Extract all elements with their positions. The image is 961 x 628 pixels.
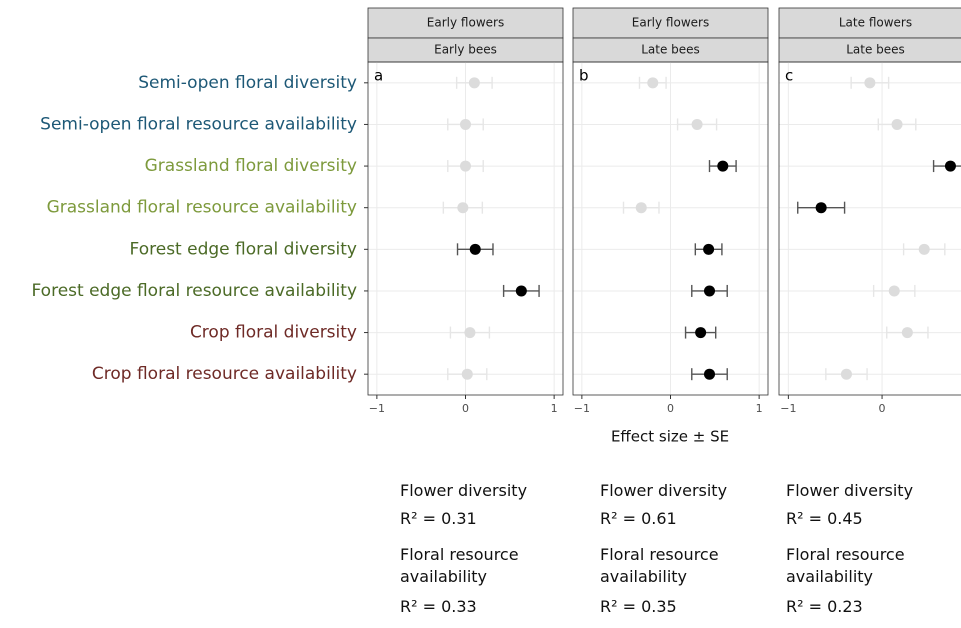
point (460, 160, 471, 172)
strip (572, 37, 769, 63)
x-tick-label: −1 (574, 402, 590, 415)
point (864, 77, 876, 89)
annotation-text: R² = 0.31 (400, 509, 477, 528)
point (891, 118, 903, 130)
x-tick-label: 0 (879, 402, 886, 415)
panel-border (778, 61, 961, 396)
x-tick-label: −1 (780, 402, 796, 415)
point (691, 118, 703, 130)
annotation-text: Floral resource availability (400, 545, 519, 586)
x-tick-label: 0 (667, 402, 674, 415)
point (515, 285, 527, 297)
category-label: Crop floral resource availability (92, 364, 357, 384)
annotation: Flower diversity R² = 0.31 Floral resource… (400, 480, 540, 618)
point (901, 327, 913, 339)
x-tick-label: 1 (551, 402, 558, 415)
point (703, 243, 715, 255)
strip-label: Late flowers (839, 16, 912, 30)
annotation-text: R² = 0.33 (400, 597, 477, 616)
annotation-text: Floral resource availability (600, 545, 719, 586)
category-label: Grassland floral diversity (145, 156, 357, 176)
strip (572, 7, 769, 39)
annotation: Flower diversity R² = 0.45 Floral resource… (786, 480, 926, 618)
point (469, 243, 481, 255)
strip-label: Late bees (641, 43, 700, 57)
category-label: Forest edge floral resource availability (32, 281, 358, 301)
strip-label: Late bees (846, 43, 905, 57)
annotation-text: Flower diversity (400, 481, 528, 500)
annotation-text: Flower diversity (600, 481, 728, 500)
point (888, 285, 900, 297)
point (918, 243, 930, 255)
x-tick-label: 0 (462, 402, 469, 415)
annotation-text: Flower diversity (786, 481, 914, 500)
point (468, 77, 480, 89)
annotation-text: R² = 0.45 (786, 509, 863, 528)
category-label: Crop floral diversity (190, 323, 357, 343)
category-label: Semi-open floral diversity (138, 73, 357, 93)
panel-tag: c (785, 67, 793, 85)
panel-border (367, 61, 564, 396)
category-label: Semi-open floral resource availability (40, 114, 357, 134)
strip-label: Early bees (434, 43, 497, 57)
point (635, 202, 647, 214)
point (457, 202, 469, 214)
point (695, 327, 707, 339)
panel-border (572, 61, 769, 396)
strip-label: Early flowers (427, 16, 504, 30)
point (944, 160, 956, 172)
x-tick-label: −1 (369, 402, 385, 415)
annotation-text: R² = 0.61 (600, 509, 677, 528)
point (464, 327, 476, 339)
panel-tag: b (579, 67, 589, 85)
point (717, 160, 729, 172)
point (815, 202, 827, 214)
strip-label: Early flowers (632, 16, 709, 30)
strip (778, 37, 961, 63)
x-tick-label: 1 (756, 402, 763, 415)
panel-tag: a (374, 67, 383, 85)
annotation-text: R² = 0.23 (786, 597, 863, 616)
category-label: Forest edge floral diversity (130, 239, 357, 259)
point (647, 77, 659, 89)
x-axis-title: Effect size ± SE (611, 428, 729, 446)
annotation: Flower diversity R² = 0.61 Floral resource… (600, 480, 740, 618)
point (460, 118, 471, 130)
annotation-text: R² = 0.35 (600, 597, 677, 616)
point (704, 285, 715, 297)
point (704, 368, 715, 380)
point (840, 368, 852, 380)
strip (367, 37, 564, 63)
category-label: Grassland floral resource availability (47, 198, 357, 218)
annotation-text: Floral resource availability (786, 545, 905, 586)
point (461, 368, 473, 380)
strip (367, 7, 564, 39)
